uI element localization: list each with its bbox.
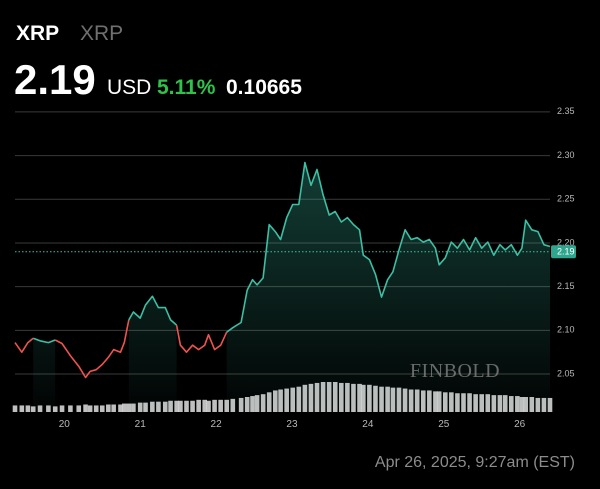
price: 2.19 xyxy=(14,56,96,103)
currency: USD xyxy=(107,76,151,99)
volume-bar xyxy=(93,405,99,412)
volume-bar xyxy=(196,399,201,412)
volume-bar xyxy=(184,400,189,412)
volume-bar xyxy=(19,405,25,412)
x-tick-label: 25 xyxy=(438,419,450,430)
timestamp: Apr 26, 2025, 9:27am (EST) xyxy=(375,454,575,471)
y-tick-label: 2.30 xyxy=(557,150,575,160)
price-line xyxy=(32,161,551,344)
last-price-box xyxy=(551,245,576,259)
y-tick-label: 2.20 xyxy=(557,237,575,247)
area xyxy=(33,162,550,412)
volume-bar xyxy=(12,405,18,412)
volume-bar xyxy=(106,404,111,412)
volume-bar xyxy=(87,405,93,412)
x-tick-label: 20 xyxy=(59,419,71,430)
price-line xyxy=(14,319,228,379)
volume-bar xyxy=(190,400,195,412)
volume-bar xyxy=(83,404,88,412)
volume-bar xyxy=(121,403,127,412)
symbol: XRP xyxy=(16,22,59,45)
volume-bar xyxy=(68,405,73,412)
x-tick-label: 26 xyxy=(514,419,526,430)
volume-bar xyxy=(174,400,179,412)
y-tick-label: 2.35 xyxy=(557,106,575,116)
x-tick-label: 22 xyxy=(211,419,223,430)
volume-bar xyxy=(52,406,58,412)
volume-bar xyxy=(25,405,31,412)
y-tick-label: 2.05 xyxy=(557,368,575,378)
x-tick-label: 23 xyxy=(286,419,298,430)
watermark: FINBOLD xyxy=(410,360,500,382)
plot: 2.05 2.10 2.15 2.20 2.25 2.30 2.35 20 21 22 23 24 25… xyxy=(12,106,576,430)
y-tick-label: 2.25 xyxy=(557,194,575,204)
volume-bar xyxy=(212,399,217,412)
volume-bar xyxy=(59,405,65,412)
volume-bar xyxy=(202,399,208,412)
y-tick-label: 2.10 xyxy=(557,325,575,335)
x-tick-label: 24 xyxy=(362,419,374,430)
volume-bar xyxy=(76,405,82,412)
change: 0.10665 xyxy=(226,76,302,99)
volume-bar xyxy=(206,400,211,412)
volume-bar xyxy=(111,404,116,412)
volume-bar xyxy=(118,404,123,412)
asset-name: XRP xyxy=(80,22,123,45)
last-price-label: 2.19 xyxy=(557,247,575,257)
y-tick-label: 2.15 xyxy=(557,281,575,291)
volume-bar xyxy=(99,405,105,412)
change-pct: 5.11% xyxy=(157,76,216,99)
volume-bar xyxy=(218,399,223,412)
volume-bar xyxy=(178,400,183,412)
x-tick-label: 21 xyxy=(135,419,147,430)
